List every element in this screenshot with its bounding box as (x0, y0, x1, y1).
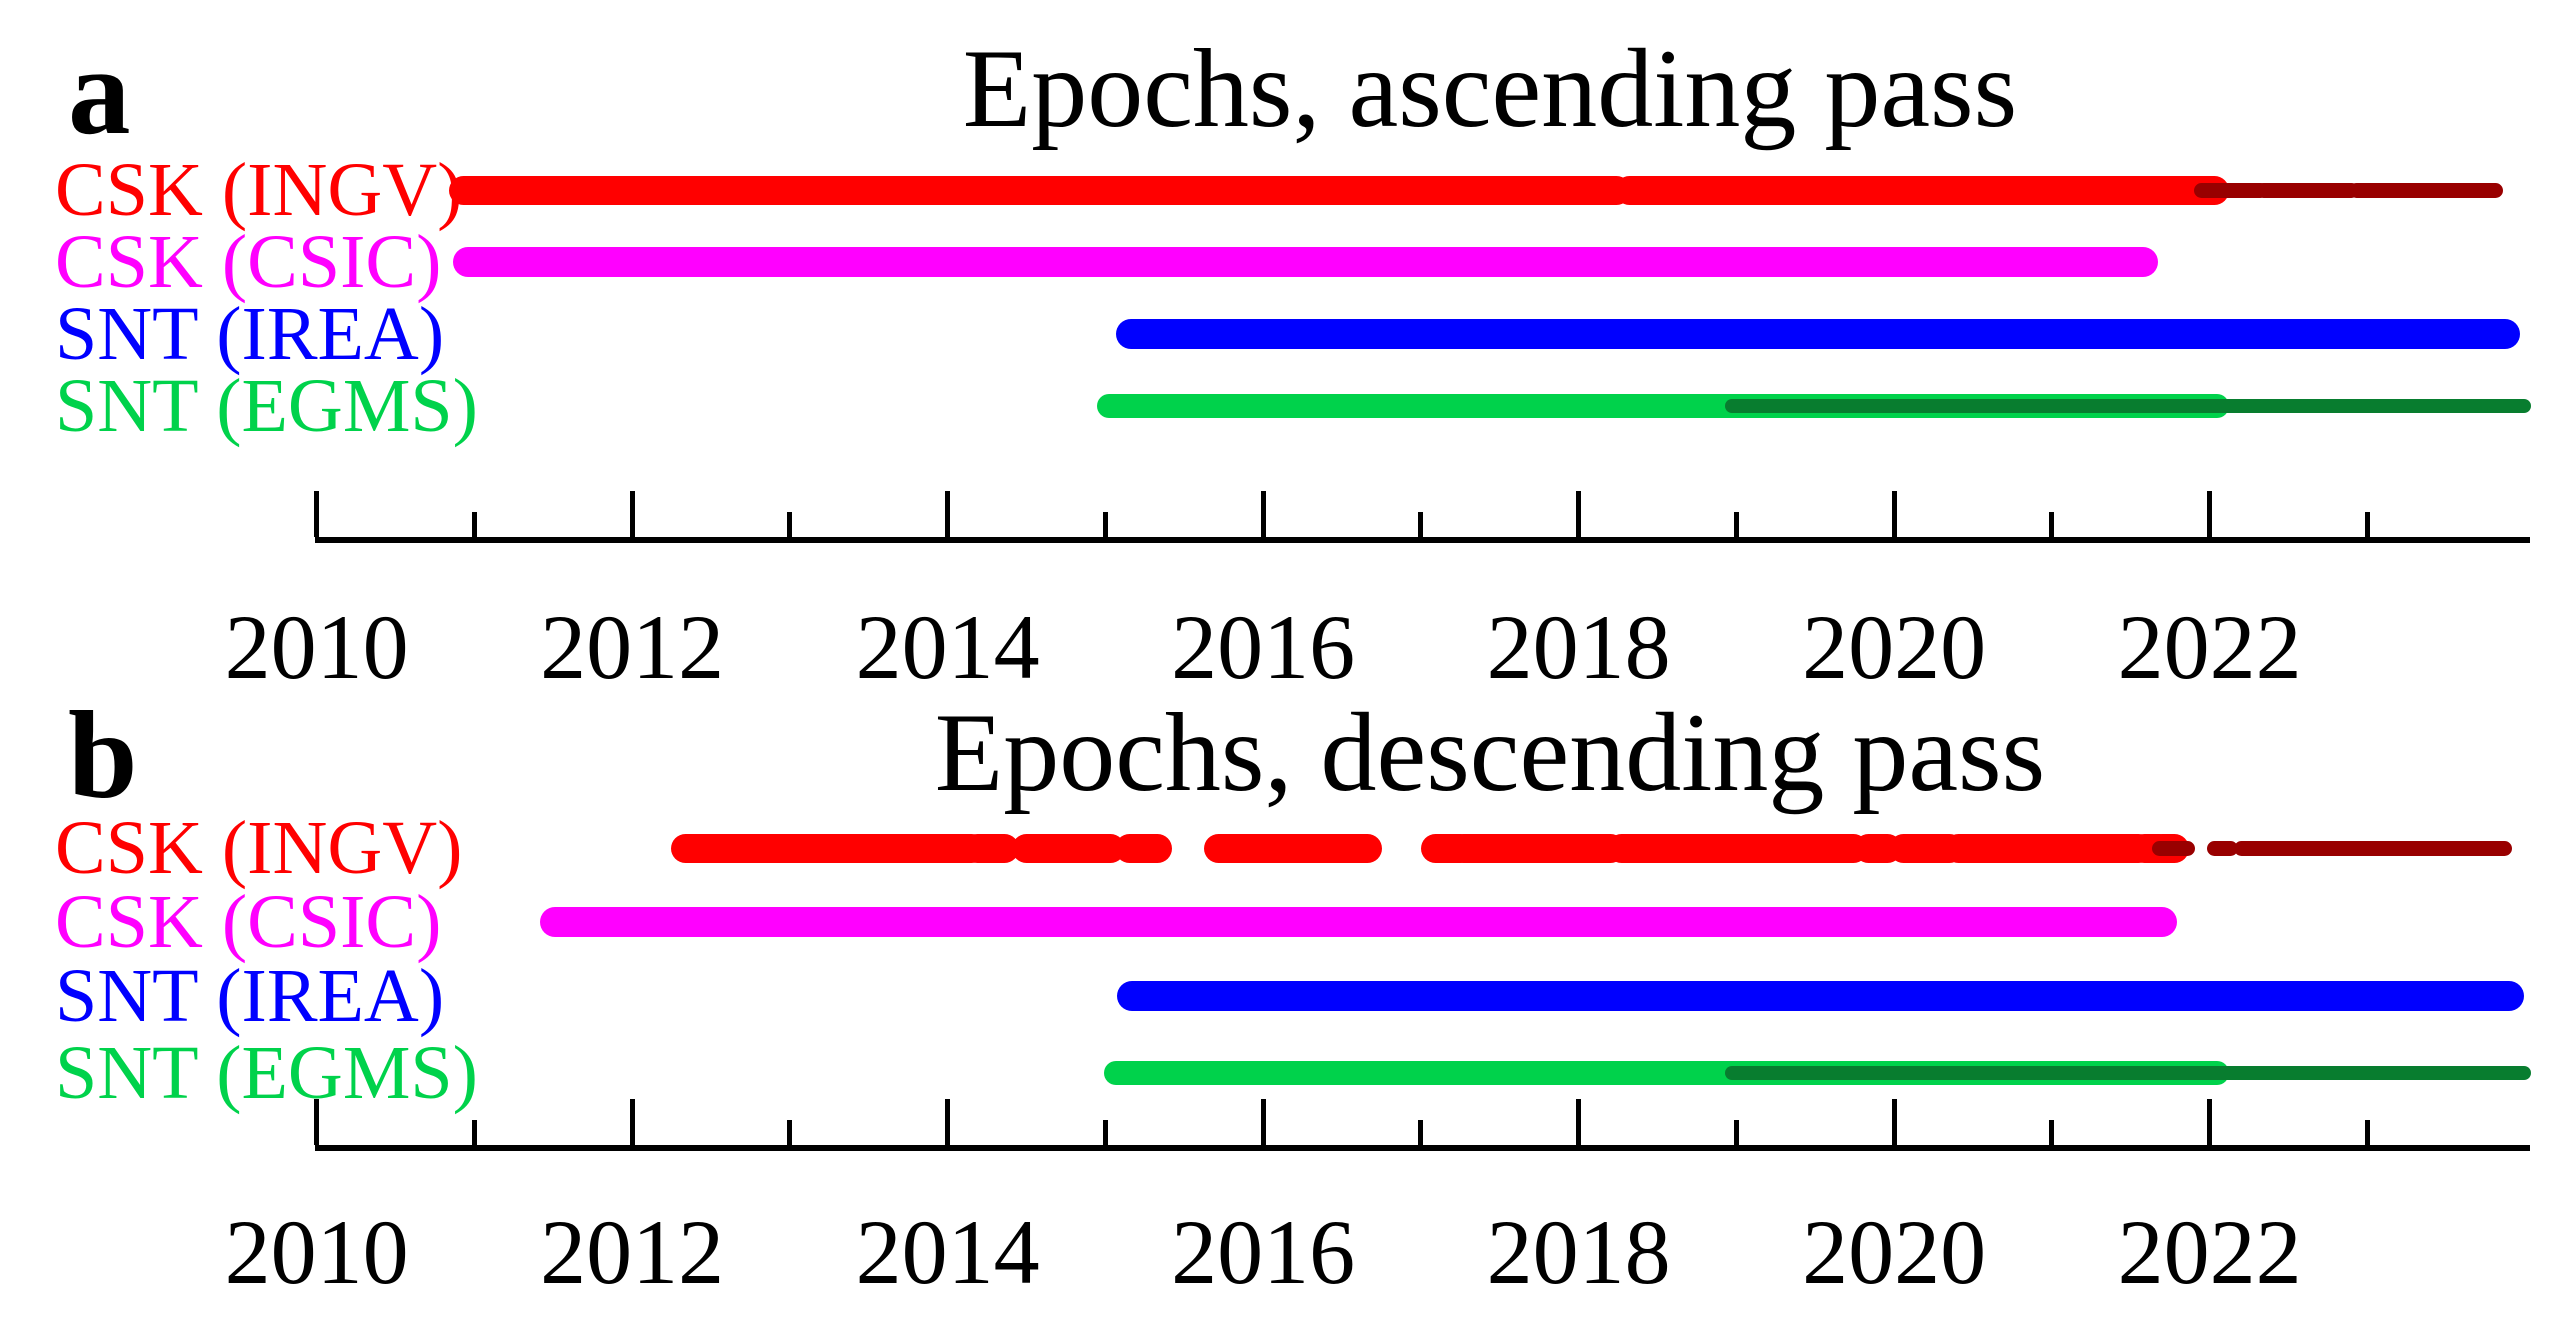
x-axis-major-tick (629, 1099, 635, 1145)
x-axis-major-tick (945, 1099, 951, 1145)
x-axis-line (315, 1145, 2530, 1151)
x-axis-tick-label: 2016 (1171, 596, 1356, 698)
x-axis-major-tick (1576, 1099, 1582, 1145)
x-axis-line (315, 537, 2530, 543)
panel-title-ascending: Epochs, ascending pass (962, 27, 2018, 151)
x-axis-major-tick (2207, 491, 2213, 537)
epoch-interval (453, 247, 2159, 277)
x-axis-major-tick (1260, 491, 1266, 537)
x-axis-tick-label: 2022 (2117, 596, 2302, 698)
x-axis-minor-tick (2364, 1120, 2370, 1145)
epoch-interval (1011, 833, 1125, 863)
epoch-interval (1944, 833, 2154, 863)
x-axis-major-tick (1576, 491, 1582, 537)
epoch-interval (1606, 833, 1868, 863)
epoch-interval (1117, 981, 2525, 1011)
x-axis-minor-tick (1733, 512, 1739, 537)
epoch-interval (448, 175, 1631, 205)
panel-letter-a: a (68, 23, 131, 161)
epoch-interval (1204, 833, 1382, 863)
epoch-interval (1724, 1066, 2531, 1080)
x-axis-tick-label: 2020 (1802, 1201, 1987, 1303)
x-axis-tick-label: 2018 (1486, 596, 1671, 698)
row-label-snt-irea: SNT (IREA) (55, 954, 445, 1038)
x-axis-minor-tick (787, 1120, 793, 1145)
epoch-interval (1115, 319, 2520, 349)
x-axis-minor-tick (2049, 1120, 2055, 1145)
x-axis-major-tick (314, 1099, 320, 1145)
panel-title-descending: Epochs, descending pass (934, 691, 2046, 815)
x-axis-minor-tick (1418, 1120, 1424, 1145)
x-axis-major-tick (1891, 491, 1897, 537)
row-label-csk-ingv: CSK (INGV) (55, 806, 463, 890)
epoch-interval (1448, 833, 1625, 863)
x-axis-major-tick (629, 491, 635, 537)
x-axis-tick-label: 2014 (855, 1201, 1040, 1303)
epoch-interval (2206, 840, 2238, 856)
row-label-csk-csic: CSK (CSIC) (55, 220, 442, 304)
epoch-interval (539, 907, 2178, 937)
x-axis-minor-tick (2364, 512, 2370, 537)
epoch-interval (1114, 833, 1172, 863)
x-axis-minor-tick (1418, 512, 1424, 537)
x-axis-minor-tick (2049, 512, 2055, 537)
epoch-interval (1724, 399, 2531, 413)
x-axis-tick-label: 2010 (224, 1201, 409, 1303)
row-label-snt-egms: SNT (EGMS) (55, 364, 478, 448)
row-label-csk-ingv: CSK (INGV) (55, 148, 463, 232)
epoch-interval (671, 833, 986, 863)
x-axis-tick-label: 2022 (2117, 1201, 2302, 1303)
x-axis-tick-label: 2020 (1802, 596, 1987, 698)
x-axis-tick-label: 2012 (540, 1201, 725, 1303)
epoch-interval (2255, 182, 2360, 198)
epoch-interval (2348, 182, 2503, 198)
epoch-interval (963, 833, 1019, 863)
x-axis-minor-tick (787, 512, 793, 537)
epoch-interval (1614, 175, 2229, 205)
x-axis-minor-tick (471, 1120, 477, 1145)
x-axis-tick-label: 2010 (224, 596, 409, 698)
x-axis-tick-label: 2016 (1171, 1201, 1356, 1303)
x-axis-major-tick (1891, 1099, 1897, 1145)
x-axis-major-tick (314, 491, 320, 537)
row-label-csk-csic: CSK (CSIC) (55, 880, 442, 964)
x-axis-minor-tick (471, 512, 477, 537)
row-label-snt-irea: SNT (IREA) (55, 292, 445, 376)
panel-letter-b: b (68, 687, 138, 825)
epoch-interval (2194, 182, 2268, 198)
x-axis-major-tick (1260, 1099, 1266, 1145)
row-label-snt-egms: SNT (EGMS) (55, 1031, 478, 1115)
epoch-interval (2233, 840, 2513, 856)
x-axis-tick-label: 2012 (540, 596, 725, 698)
x-axis-minor-tick (1733, 1120, 1739, 1145)
x-axis-minor-tick (1102, 1120, 1108, 1145)
x-axis-major-tick (945, 491, 951, 537)
epoch-interval (2151, 840, 2195, 856)
x-axis-minor-tick (1102, 512, 1108, 537)
x-axis-tick-label: 2014 (855, 596, 1040, 698)
x-axis-tick-label: 2018 (1486, 1201, 1671, 1303)
x-axis-major-tick (2207, 1099, 2213, 1145)
